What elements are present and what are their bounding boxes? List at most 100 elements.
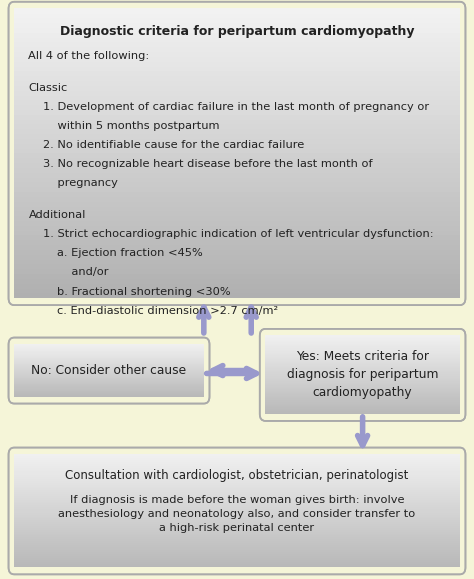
Bar: [14, 56, 460, 62]
Bar: [265, 364, 460, 366]
Bar: [265, 403, 460, 405]
Bar: [265, 406, 460, 408]
Text: and/or: and/or: [57, 267, 109, 277]
Bar: [14, 546, 460, 549]
Bar: [14, 382, 204, 383]
Bar: [14, 492, 460, 494]
Bar: [14, 365, 204, 367]
Bar: [14, 352, 204, 353]
Bar: [14, 526, 460, 528]
Bar: [14, 129, 460, 134]
Bar: [265, 373, 460, 375]
Bar: [14, 484, 460, 486]
Bar: [265, 407, 460, 409]
Bar: [265, 401, 460, 402]
Bar: [265, 386, 460, 388]
Bar: [14, 550, 460, 552]
Bar: [14, 61, 460, 67]
Text: 1. Development of cardiac failure in the last month of pregnancy or: 1. Development of cardiac failure in the…: [43, 102, 429, 112]
Bar: [265, 355, 460, 357]
Bar: [14, 362, 204, 364]
Bar: [14, 508, 460, 511]
Bar: [14, 368, 204, 370]
Bar: [265, 391, 460, 393]
Text: b. Fractional shortening <30%: b. Fractional shortening <30%: [57, 287, 230, 296]
Bar: [14, 538, 460, 541]
Bar: [14, 501, 460, 503]
Bar: [14, 167, 460, 173]
Bar: [14, 52, 460, 57]
Bar: [14, 493, 460, 496]
Bar: [14, 375, 204, 377]
Bar: [14, 347, 204, 349]
Text: pregnancy: pregnancy: [43, 178, 118, 188]
Bar: [14, 350, 204, 351]
Bar: [14, 134, 460, 139]
Bar: [14, 488, 460, 490]
Bar: [265, 349, 460, 350]
Bar: [14, 250, 460, 255]
Bar: [265, 359, 460, 361]
Bar: [14, 8, 460, 13]
Bar: [14, 363, 204, 365]
Bar: [265, 362, 460, 365]
Bar: [265, 389, 460, 391]
Bar: [14, 157, 460, 163]
Bar: [265, 383, 460, 386]
Bar: [14, 394, 204, 396]
Bar: [14, 186, 460, 192]
Bar: [14, 471, 460, 474]
Bar: [14, 516, 460, 519]
Text: Yes: Meets criteria for
diagnosis for peripartum
cardiomyopathy: Yes: Meets criteria for diagnosis for pe…: [287, 350, 438, 400]
Text: If diagnosis is made before the woman gives birth: involve
anesthesiology and ne: If diagnosis is made before the woman gi…: [58, 495, 416, 533]
Bar: [14, 153, 460, 158]
Text: 3. No recognizable heart disease before the last month of: 3. No recognizable heart disease before …: [43, 159, 372, 169]
Bar: [265, 408, 460, 410]
Bar: [14, 478, 460, 481]
Text: a. Ejection fraction <45%: a. Ejection fraction <45%: [57, 248, 202, 258]
Bar: [265, 350, 460, 351]
Bar: [14, 119, 460, 124]
Bar: [265, 387, 460, 389]
Bar: [265, 352, 460, 354]
Bar: [14, 85, 460, 91]
Bar: [14, 376, 204, 378]
Bar: [14, 541, 460, 543]
Bar: [265, 340, 460, 342]
Bar: [14, 467, 460, 470]
Bar: [14, 211, 460, 216]
Bar: [14, 221, 460, 226]
Bar: [265, 346, 460, 347]
Bar: [14, 565, 460, 567]
Bar: [14, 482, 460, 485]
Text: Consultation with cardiologist, obstetrician, perinatologist: Consultation with cardiologist, obstetri…: [65, 469, 409, 482]
Bar: [14, 533, 460, 536]
Bar: [14, 344, 204, 345]
Bar: [265, 377, 460, 379]
Bar: [14, 32, 460, 38]
Bar: [14, 522, 460, 524]
Bar: [14, 361, 204, 362]
Bar: [14, 389, 204, 390]
Bar: [14, 196, 460, 201]
Bar: [14, 507, 460, 509]
Bar: [14, 273, 460, 279]
Bar: [14, 384, 204, 386]
Bar: [14, 556, 460, 558]
Bar: [265, 372, 460, 373]
Bar: [14, 529, 460, 532]
Bar: [14, 512, 460, 515]
Bar: [265, 412, 460, 414]
Bar: [14, 254, 460, 259]
Bar: [14, 368, 204, 369]
Text: 1. Strict echocardiographic indication of left ventricular dysfunction:: 1. Strict echocardiographic indication o…: [43, 229, 433, 239]
Bar: [14, 391, 204, 393]
Bar: [14, 373, 204, 374]
Bar: [14, 499, 460, 501]
Bar: [265, 347, 460, 349]
Bar: [14, 206, 460, 211]
Bar: [14, 382, 204, 383]
Bar: [265, 371, 460, 372]
Bar: [265, 399, 460, 401]
Bar: [14, 346, 204, 347]
